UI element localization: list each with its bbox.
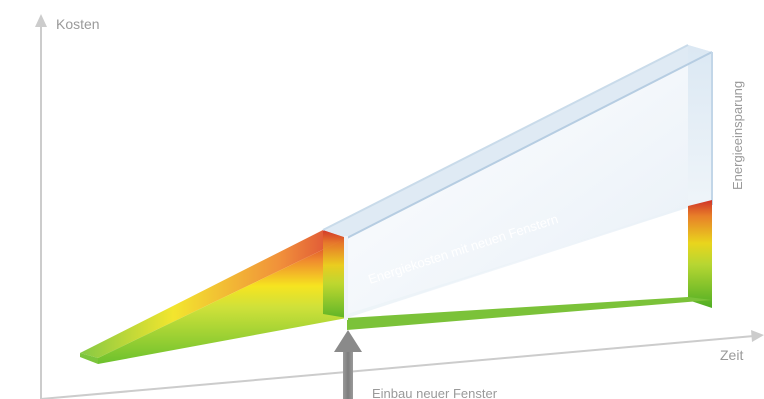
axes: [35, 14, 764, 399]
savings-label: Energieeinsparung: [730, 81, 745, 190]
old-cost-wedge: [80, 230, 347, 364]
old-cost-wedge-front: [98, 238, 347, 364]
installation-arrow-head-icon: [334, 330, 362, 352]
new-cost-right-side: [688, 200, 712, 308]
glass-prism-front-edge: [346, 51, 713, 239]
old-cost-wedge-bottom: [80, 353, 98, 364]
x-axis-arrow-icon: [751, 330, 764, 342]
glass-prism-front: [347, 52, 712, 318]
x-axis-label: Zeit: [720, 347, 743, 363]
glass-prism: [322, 44, 713, 318]
old-cost-wedge-side: [323, 230, 347, 318]
installation-arrow-shaft: [343, 349, 353, 399]
installation-divider: [344, 236, 348, 320]
new-cost-wedge: [347, 200, 712, 330]
x-axis: [40, 335, 755, 399]
glass-prism-side: [688, 45, 712, 200]
glass-prism-top: [323, 45, 712, 238]
installation-label: Einbau neuer Fenster: [372, 386, 498, 399]
y-axis-arrow-icon: [35, 14, 47, 27]
old-cost-wedge-top: [80, 230, 347, 358]
installation-arrow: [334, 330, 362, 399]
new-cost-floor: [347, 297, 712, 330]
y-axis-label: Kosten: [56, 16, 100, 32]
glass-prism-top-edge: [322, 44, 689, 231]
